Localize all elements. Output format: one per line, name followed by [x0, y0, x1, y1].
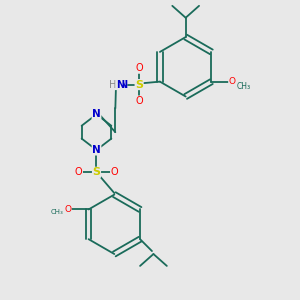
Text: CH₃: CH₃ — [51, 209, 64, 215]
Text: S: S — [135, 80, 143, 90]
Text: O: O — [135, 96, 143, 106]
Text: N: N — [116, 80, 124, 90]
Text: O: O — [135, 63, 143, 73]
Text: CH₃: CH₃ — [237, 82, 251, 91]
Text: H: H — [109, 80, 116, 90]
Text: N: N — [92, 145, 101, 155]
Text: N: N — [92, 109, 101, 119]
Text: O: O — [64, 205, 71, 214]
Text: N: N — [119, 80, 127, 90]
Text: O: O — [229, 77, 236, 86]
Text: S: S — [92, 167, 101, 177]
Text: H: H — [112, 80, 119, 90]
Text: O: O — [110, 167, 118, 177]
Text: O: O — [75, 167, 82, 177]
